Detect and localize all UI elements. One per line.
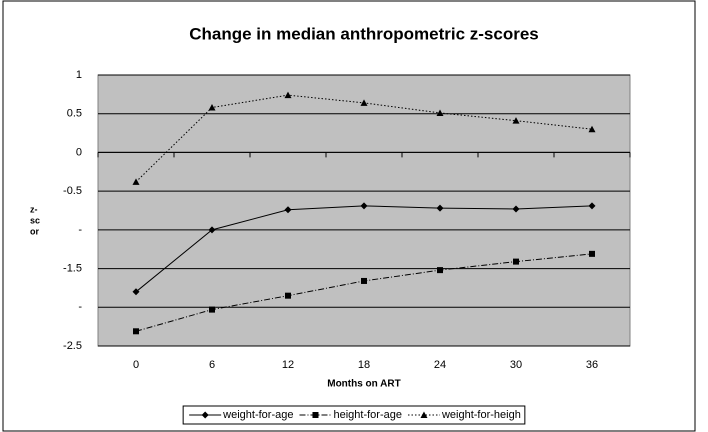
legend-label: weight-for-age <box>222 409 293 421</box>
y-tick-label: -2.5 <box>63 340 82 352</box>
chart-title: Change in median anthropometric z-scores <box>189 24 539 43</box>
marker <box>436 109 444 116</box>
y-tick-label: 0.5 <box>67 108 82 120</box>
legend-label: weight-for-heigh <box>441 409 521 421</box>
y-tick-label: - <box>78 301 82 313</box>
legend-label: height-for-age <box>333 409 402 421</box>
marker <box>284 206 292 214</box>
marker <box>132 288 140 296</box>
y-tick-label: 0 <box>76 146 82 158</box>
marker <box>132 178 140 185</box>
y-axis-title: or <box>30 226 39 236</box>
marker <box>436 204 444 212</box>
y-tick-label: 1 <box>76 69 82 81</box>
marker <box>285 292 291 299</box>
x-tick-label: 0 <box>133 359 139 371</box>
y-tick-label: -1.5 <box>63 262 82 274</box>
x-tick-label: 12 <box>282 359 294 371</box>
marker <box>201 411 209 419</box>
marker <box>208 104 216 111</box>
marker <box>209 306 215 313</box>
marker <box>589 250 595 257</box>
marker <box>437 267 443 274</box>
marker <box>312 412 319 418</box>
marker <box>588 125 596 133</box>
legend: weight-for-age height-for-age weight-for-h… <box>182 405 526 425</box>
marker <box>284 91 292 99</box>
x-tick-label: 24 <box>434 359 446 371</box>
marker <box>360 202 368 210</box>
marker <box>588 202 596 210</box>
legend-box <box>182 405 526 425</box>
y-axis-title: z- <box>30 204 38 214</box>
marker <box>361 277 367 284</box>
marker <box>360 99 368 106</box>
marker <box>513 258 519 265</box>
y-tick-label: - <box>78 224 82 236</box>
x-tick-label: 30 <box>510 359 522 371</box>
marker <box>512 205 520 213</box>
x-axis-title: Months on ART <box>327 379 401 390</box>
x-tick-label: 36 <box>586 359 598 371</box>
marker <box>420 411 428 418</box>
plot-area <box>97 74 631 347</box>
marker <box>512 117 520 124</box>
marker <box>133 328 139 335</box>
y-tick-label: -0.5 <box>63 185 82 197</box>
x-tick-label: 6 <box>209 359 215 371</box>
marker <box>208 226 216 234</box>
y-axis-title: sc <box>30 215 40 225</box>
x-tick-label: 18 <box>358 359 370 371</box>
